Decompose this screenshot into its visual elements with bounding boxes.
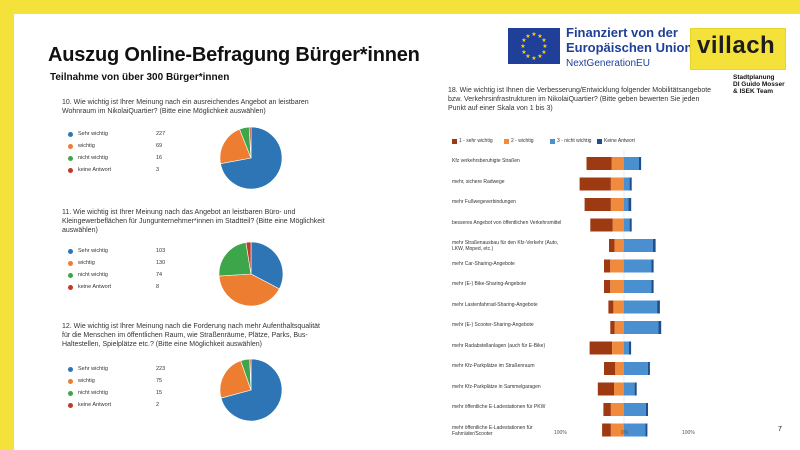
legend-swatch [597, 139, 602, 144]
legend-dot [68, 168, 73, 173]
legend-dot [68, 391, 73, 396]
question-18: 18. Wie wichtig ist Ihnen die Verbesseru… [448, 87, 712, 112]
legend-value: 130 [156, 260, 166, 266]
legend-swatch [504, 139, 509, 144]
bar-category-label: mehr (E-) Bike-Sharing-Angebote [452, 281, 527, 287]
legend-dot [68, 367, 73, 372]
legend-dot [68, 273, 73, 278]
bar-category-label: mehr Radabstellanlagen (auch für E-Bike) [452, 342, 546, 349]
legend-value: 75 [156, 378, 163, 384]
villach-logo: villach [690, 28, 786, 70]
legend-dot [68, 261, 73, 266]
legend-value: 16 [156, 155, 163, 161]
legend-label: Sehr wichtig [78, 248, 108, 254]
legend-label: wichtig [78, 378, 95, 384]
legend-dot [68, 156, 73, 161]
svg-text:★: ★ [521, 37, 526, 44]
legend-value: 227 [156, 131, 166, 137]
bar-category-label: mehr Lastenfahrrad-Sharing-Angebote [452, 301, 538, 308]
svg-text:★: ★ [531, 31, 536, 38]
bar-category-label: mehr, sichere Radwege [452, 178, 505, 185]
legend-dot [68, 144, 73, 149]
page-title: Auszug Online-Befragung Bürger*innen [48, 44, 420, 66]
eu-funding-line2: Europäischen Union [566, 40, 693, 55]
svg-text:★: ★ [541, 37, 546, 44]
eu-stars-icon: ★ ★★ ★★★ ★★★ ★★★ [520, 31, 547, 62]
legend-value: 74 [156, 272, 163, 278]
legend-value: 15 [156, 390, 163, 396]
legend-label: wichtig [78, 143, 95, 149]
bar-category-label: besseres Angebot von öffentlichen Verkeh… [452, 219, 562, 226]
legend-label: Sehr wichtig [78, 131, 108, 137]
eu-funding-line3: NextGenerationEU [566, 58, 650, 69]
legend-label: Keine Antwort [604, 138, 635, 144]
legend-dot [68, 249, 73, 254]
svg-text:★: ★ [521, 49, 526, 56]
bar-category-label: mehr Straßenausbau für den Kfz-Verkehr (… [452, 240, 559, 252]
legend-value: 223 [156, 366, 166, 372]
legend-label: nicht wichtig [78, 272, 108, 278]
bar-category-label: mehr Kfz-Parkplätze im Straßenraum [452, 363, 535, 369]
credit-line: Stadtplanung [733, 74, 775, 81]
legend-dot [68, 132, 73, 137]
svg-text:★: ★ [520, 43, 525, 50]
legend-dot [68, 285, 73, 290]
x-tick-label: 100% [554, 430, 567, 436]
legend-value: 3 [156, 167, 160, 173]
bar-category-label: mehr Kfz-Parkplätze in Sammelgaragen [452, 383, 541, 390]
legend-value: 8 [156, 284, 160, 290]
legend-value: 103 [156, 248, 166, 254]
legend-label: 1 - sehr wichtig [459, 138, 493, 144]
legend-label: keine Antwort [78, 402, 112, 408]
villach-logo-text: villach [697, 32, 776, 59]
legend-dot [68, 379, 73, 384]
question-10: 10. Wie wichtig ist Ihrer Meinung nach e… [62, 99, 309, 115]
legend-label: wichtig [78, 260, 95, 266]
svg-text:★: ★ [531, 55, 536, 62]
legend-dot [68, 403, 73, 408]
legend-label: keine Antwort [78, 167, 112, 173]
question-11: 11. Wie wichtig ist Ihrer Meinung nach d… [62, 209, 325, 234]
legend-label: keine Antwort [78, 284, 112, 290]
bar-category-label: mehr Fußwegeverbindungen [452, 199, 516, 205]
svg-text:★: ★ [537, 33, 542, 40]
page-subtitle: Teilnahme von über 300 Bürger*innen [50, 72, 230, 83]
eu-funding-line1: Finanziert von der [566, 25, 678, 40]
legend-label: nicht wichtig [78, 390, 108, 396]
svg-text:★: ★ [541, 49, 546, 56]
bar-category-label: mehr Car-Sharing-Angebote [452, 260, 515, 267]
bar-category-label: mehr öffentliche E-Ladestationen für PKW [452, 404, 546, 410]
svg-text:★: ★ [525, 53, 530, 60]
bar-category-label: mehr (E-) Scooter-Sharing-Angebote [452, 322, 534, 328]
legend-label: nicht wichtig [78, 155, 108, 161]
credit-line: & ISEK Team [733, 88, 773, 95]
svg-text:★: ★ [537, 53, 542, 60]
legend-label: Sehr wichtig [78, 366, 108, 372]
bar-category-label: Kfz verkehrsberuhigte Straßen [452, 158, 520, 164]
x-tick-label: 100% [682, 430, 695, 436]
page-number: 7 [778, 426, 782, 433]
slide [14, 14, 800, 450]
svg-text:★: ★ [525, 33, 530, 40]
legend-value: 2 [156, 402, 160, 408]
question-12: 12. Wie wichtig ist Ihrer Meinung nach d… [62, 323, 320, 348]
legend-label: 2 - wichtig [511, 138, 534, 144]
legend-label: 3 - nicht wichtig [557, 138, 592, 144]
legend-value: 69 [156, 143, 163, 149]
legend-swatch [550, 139, 555, 144]
svg-text:★: ★ [542, 43, 547, 50]
legend-swatch [452, 139, 457, 144]
x-tick-label: 0% [621, 430, 629, 436]
credit-line: DI Guido Mosser [733, 81, 785, 88]
bar-category-label: mehr öffentliche E-Ladestationen für Fah… [452, 424, 533, 437]
eu-flag-logo: ★ ★ ★ ★ ★ ★ ★ ★ ★ ★ ★ ★ [508, 28, 560, 64]
